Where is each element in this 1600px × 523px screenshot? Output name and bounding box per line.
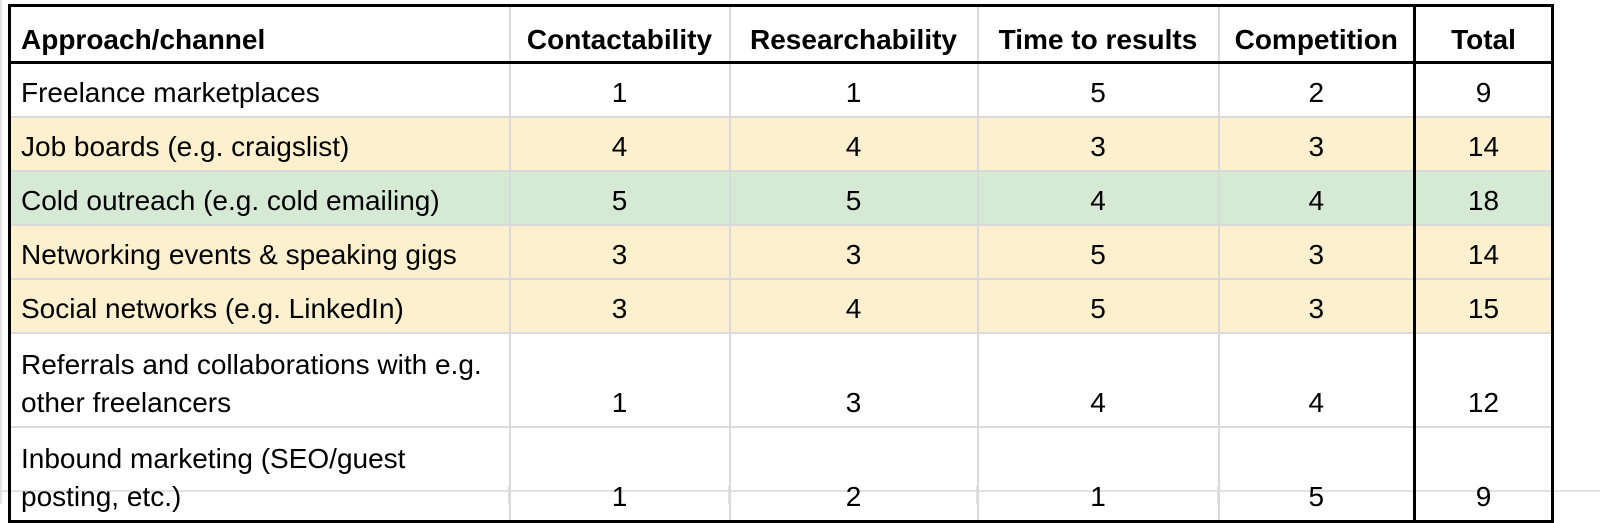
table-row: Job boards (e.g. craigslist) 4 4 3 3 14	[8, 116, 1554, 172]
cell-time-to-results[interactable]: 1	[976, 426, 1220, 523]
cell-time-to-results[interactable]: 5	[976, 278, 1220, 334]
cell-approach[interactable]: Job boards (e.g. craigslist)	[8, 116, 511, 172]
cell-approach[interactable]: Freelance marketplaces	[8, 61, 511, 118]
header-competition[interactable]: Competition	[1217, 4, 1416, 64]
cell-researchability[interactable]: 4	[728, 278, 979, 334]
cell-researchability[interactable]: 4	[728, 116, 979, 172]
cell-competition[interactable]: 4	[1217, 170, 1416, 226]
header-row: Approach/channel Contactability Research…	[8, 4, 1554, 64]
cell-contactability[interactable]: 3	[508, 278, 731, 334]
header-researchability[interactable]: Researchability	[728, 4, 979, 64]
cell-competition[interactable]: 4	[1217, 332, 1416, 428]
table-row: Networking events & speaking gigs 3 3 5 …	[8, 224, 1554, 280]
cell-researchability[interactable]: 3	[728, 332, 979, 428]
cell-contactability[interactable]: 3	[508, 224, 731, 280]
cell-competition[interactable]: 3	[1217, 278, 1416, 334]
cell-total[interactable]: 9	[1413, 61, 1554, 118]
header-time-to-results[interactable]: Time to results	[976, 4, 1220, 64]
table-row: Freelance marketplaces 1 1 5 2 9	[8, 61, 1554, 118]
header-contactability[interactable]: Contactability	[508, 4, 731, 64]
cell-researchability[interactable]: 5	[728, 170, 979, 226]
cell-researchability[interactable]: 3	[728, 224, 979, 280]
table-row: Social networks (e.g. LinkedIn) 3 4 5 3 …	[8, 278, 1554, 334]
scoring-table: Approach/channel Contactability Research…	[8, 4, 1554, 523]
cell-approach[interactable]: Social networks (e.g. LinkedIn)	[8, 278, 511, 334]
cell-total[interactable]: 15	[1413, 278, 1554, 334]
cell-total[interactable]: 9	[1413, 426, 1554, 523]
cell-contactability[interactable]: 1	[508, 332, 731, 428]
cell-contactability[interactable]: 5	[508, 170, 731, 226]
cell-total[interactable]: 12	[1413, 332, 1554, 428]
cell-total[interactable]: 14	[1413, 224, 1554, 280]
cell-competition[interactable]: 2	[1217, 61, 1416, 118]
cell-total[interactable]: 14	[1413, 116, 1554, 172]
cell-competition[interactable]: 3	[1217, 224, 1416, 280]
table-row: Cold outreach (e.g. cold emailing) 5 5 4…	[8, 170, 1554, 226]
cell-time-to-results[interactable]: 5	[976, 224, 1220, 280]
cell-approach[interactable]: Cold outreach (e.g. cold emailing)	[8, 170, 511, 226]
cell-time-to-results[interactable]: 5	[976, 61, 1220, 118]
cell-contactability[interactable]: 1	[508, 426, 731, 523]
cell-competition[interactable]: 5	[1217, 426, 1416, 523]
cell-approach[interactable]: Referrals and collaborations with e.g. o…	[8, 332, 511, 428]
cell-researchability[interactable]: 1	[728, 61, 979, 118]
cell-total[interactable]: 18	[1413, 170, 1554, 226]
cell-competition[interactable]: 3	[1217, 116, 1416, 172]
table-row: Referrals and collaborations with e.g. o…	[8, 332, 1554, 428]
cell-contactability[interactable]: 1	[508, 61, 731, 118]
cell-time-to-results[interactable]: 4	[976, 332, 1220, 428]
cell-contactability[interactable]: 4	[508, 116, 731, 172]
cell-approach[interactable]: Inbound marketing (SEO/guest posting, et…	[8, 426, 511, 523]
cell-time-to-results[interactable]: 4	[976, 170, 1220, 226]
cell-approach[interactable]: Networking events & speaking gigs	[8, 224, 511, 280]
grid-line	[0, 0, 2, 504]
table-row: Inbound marketing (SEO/guest posting, et…	[8, 426, 1554, 523]
header-total[interactable]: Total	[1413, 4, 1554, 64]
cell-researchability[interactable]: 2	[728, 426, 979, 523]
header-approach-channel[interactable]: Approach/channel	[8, 4, 511, 64]
cell-time-to-results[interactable]: 3	[976, 116, 1220, 172]
